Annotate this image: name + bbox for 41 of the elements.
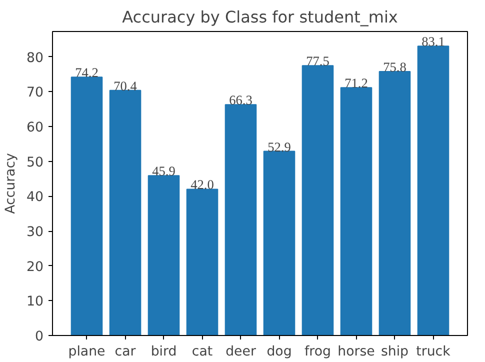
- bar: [109, 90, 142, 336]
- y-axis-title: Accuracy: [4, 152, 19, 214]
- bar: [186, 188, 218, 336]
- x-tick-label: dog: [266, 344, 292, 360]
- data-label: 42.0: [190, 177, 214, 192]
- data-label: 74.2: [75, 65, 98, 80]
- y-tick-label: 20: [26, 260, 44, 275]
- y-tick-label: 40: [26, 190, 44, 206]
- bar: [302, 65, 334, 336]
- chart-title: Accuracy by Class for student_mix: [122, 8, 398, 26]
- data-label: 71.2: [344, 76, 368, 91]
- data-label: 52.9: [268, 139, 292, 154]
- data-label: 70.4: [114, 78, 138, 94]
- x-tick-label: bird: [150, 344, 177, 360]
- y-tick-label: 60: [26, 120, 44, 136]
- bar: [417, 46, 450, 336]
- y-tick-label: 50: [26, 155, 44, 170]
- y-tick-label: 10: [26, 294, 44, 310]
- x-tick-label: frog: [304, 344, 331, 360]
- data-label: 45.9: [152, 164, 176, 179]
- y-tick-label: 70: [26, 86, 44, 101]
- y-tick-label: 80: [26, 50, 44, 66]
- bar: [378, 71, 411, 336]
- y-tick-label: 0: [35, 330, 44, 344]
- x-tick-label: deer: [226, 344, 256, 360]
- x-tick-label: cat: [192, 344, 213, 360]
- bar: [340, 87, 372, 336]
- x-tick-label: plane: [68, 344, 106, 360]
- y-tick-label: 30: [26, 225, 44, 240]
- bar: [70, 76, 103, 336]
- x-tick-label: horse: [338, 344, 375, 360]
- bar: [148, 175, 180, 336]
- bar: [263, 150, 296, 336]
- bar: [224, 104, 257, 336]
- data-label: 77.5: [306, 54, 330, 69]
- x-tick-label: truck: [416, 344, 451, 360]
- x-tick-label: ship: [380, 344, 409, 360]
- data-label: 83.1: [422, 34, 445, 50]
- data-label: 75.8: [383, 60, 407, 75]
- x-tick-label: car: [114, 344, 136, 360]
- data-label: 66.3: [229, 92, 253, 108]
